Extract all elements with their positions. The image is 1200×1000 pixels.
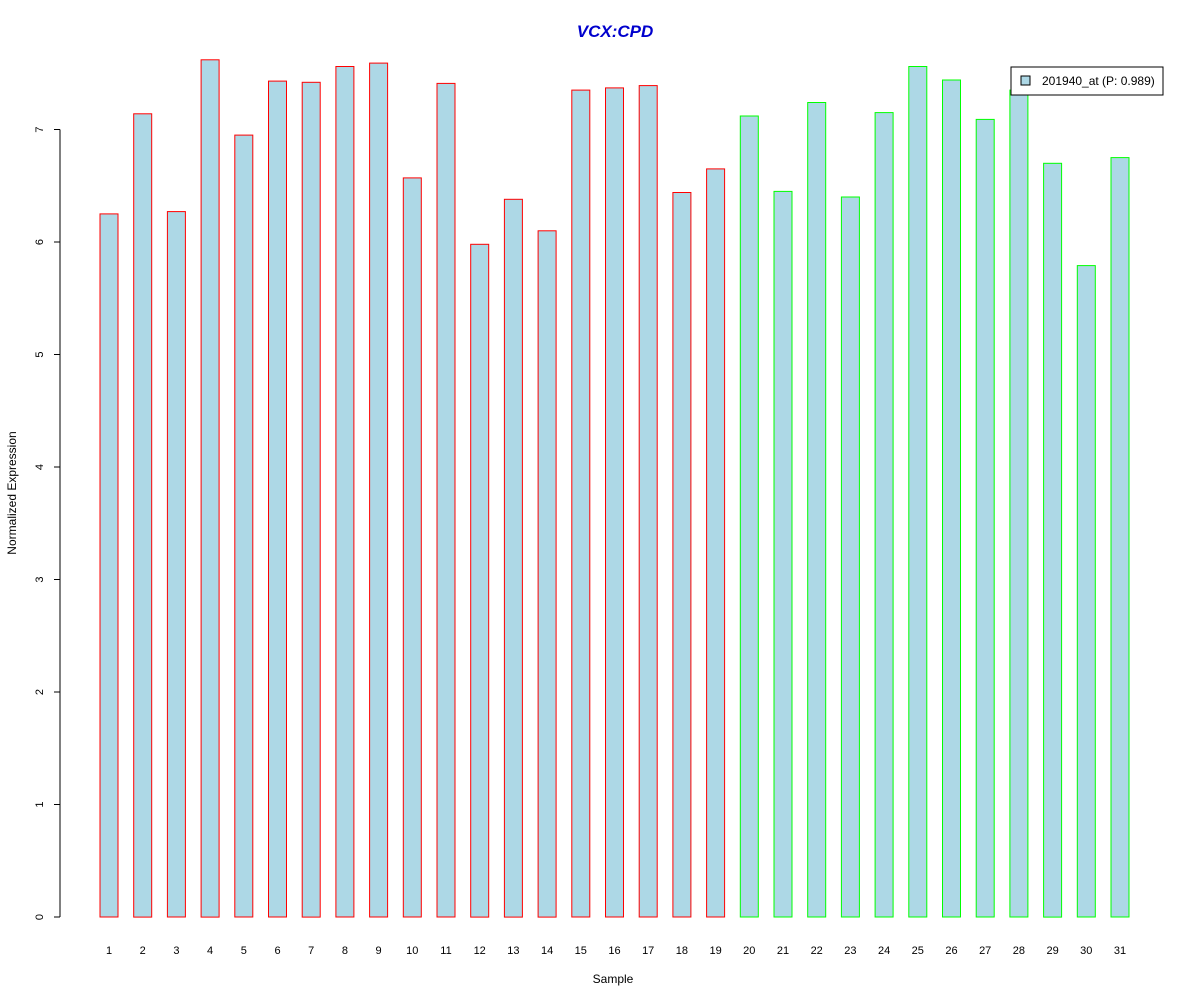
bar-sample-26 — [942, 79, 961, 918]
x-tick-label: 7 — [308, 945, 314, 957]
y-tick-label: 6 — [34, 239, 46, 245]
x-tick-label: 9 — [376, 945, 382, 957]
x-tick-label: 5 — [241, 945, 247, 957]
y-tick-label: 7 — [34, 126, 46, 132]
bar-sample-1 — [99, 213, 119, 918]
x-tick-label: 8 — [342, 945, 348, 957]
bar-sample-15 — [571, 89, 591, 918]
legend-swatch — [1020, 75, 1031, 86]
y-tick-label: 4 — [34, 464, 46, 470]
bar-sample-2 — [133, 113, 153, 918]
bar-sample-12 — [470, 243, 490, 918]
bar-sample-14 — [537, 230, 557, 918]
bar-sample-9 — [369, 62, 389, 918]
y-axis: 0 1 2 3 4 5 6 7 — [34, 126, 61, 920]
bar-sample-23 — [840, 196, 860, 918]
bar-sample-10 — [402, 177, 422, 918]
x-tick-label: 22 — [811, 945, 823, 957]
y-tick-label: 5 — [34, 351, 46, 357]
bar-sample-24 — [874, 112, 894, 918]
bar-sample-31 — [1110, 157, 1130, 918]
bar-sample-21 — [773, 190, 793, 918]
bar-sample-30 — [1076, 265, 1096, 918]
legend: 201940_at (P: 0.989) — [1010, 66, 1164, 96]
x-tick-label: 27 — [979, 945, 991, 957]
bar-sample-3 — [166, 211, 186, 918]
x-tick-label: 3 — [173, 945, 179, 957]
x-tick-label: 4 — [207, 945, 213, 957]
x-axis-title: Sample — [593, 972, 634, 986]
x-tick-label: 20 — [743, 945, 755, 957]
bar-sample-7 — [301, 81, 321, 918]
bar-sample-16 — [605, 87, 624, 918]
bar-sample-20 — [739, 115, 759, 918]
x-tick-label: 29 — [1046, 945, 1058, 957]
y-axis-title: Normalized Expression — [5, 431, 19, 554]
legend-box — [1010, 66, 1164, 96]
x-tick-label: 16 — [608, 945, 620, 957]
x-tick-label: 2 — [140, 945, 146, 957]
x-tick-label: 19 — [709, 945, 721, 957]
x-tick-label: 24 — [878, 945, 890, 957]
bar-sample-22 — [807, 102, 827, 918]
x-tick-label: 1 — [106, 945, 112, 957]
bar-sample-17 — [638, 85, 658, 918]
x-tick-label: 11 — [440, 945, 451, 957]
x-tick-label: 17 — [642, 945, 654, 957]
x-tick-label: 12 — [474, 945, 486, 957]
bar-sample-27 — [975, 118, 995, 918]
bar-sample-5 — [234, 134, 254, 918]
x-tick-label: 31 — [1114, 945, 1126, 957]
x-tick-label: 23 — [844, 945, 856, 957]
x-tick-label: 28 — [1013, 945, 1025, 957]
bar-sample-25 — [908, 66, 928, 918]
y-tick-label: 0 — [34, 914, 46, 920]
x-tick-label: 15 — [575, 945, 587, 957]
x-tick-labels: 1 2 3 4 5 6 7 8 9 10 11 12 13 14 15 16 17 18 19 20 21 22 23 24 2… — [106, 945, 1126, 957]
bar-sample-13 — [503, 198, 523, 918]
x-tick-label: 14 — [541, 945, 553, 957]
x-tick-label: 13 — [507, 945, 519, 957]
y-tick-label: 2 — [34, 689, 46, 695]
bar-sample-28 — [1009, 89, 1029, 918]
chart-title: VCX:CPD — [577, 22, 654, 41]
x-tick-label: 25 — [912, 945, 924, 957]
bar-sample-18 — [672, 192, 692, 918]
x-tick-label: 26 — [945, 945, 957, 957]
bar-sample-19 — [706, 168, 726, 918]
y-tick-label: 1 — [34, 801, 46, 807]
bar-sample-4 — [200, 59, 220, 918]
x-tick-label: 21 — [777, 945, 789, 957]
x-tick-label: 10 — [406, 945, 418, 957]
legend-label: 201940_at (P: 0.989) — [1042, 74, 1155, 88]
bars — [99, 59, 1130, 918]
x-tick-label: 30 — [1080, 945, 1092, 957]
bar-sample-8 — [335, 66, 355, 918]
x-tick-label: 6 — [274, 945, 280, 957]
y-tick-label: 3 — [34, 576, 46, 582]
bar-sample-11 — [436, 82, 456, 918]
bar-sample-6 — [268, 80, 287, 918]
bar-sample-29 — [1043, 162, 1063, 918]
x-tick-label: 18 — [676, 945, 688, 957]
